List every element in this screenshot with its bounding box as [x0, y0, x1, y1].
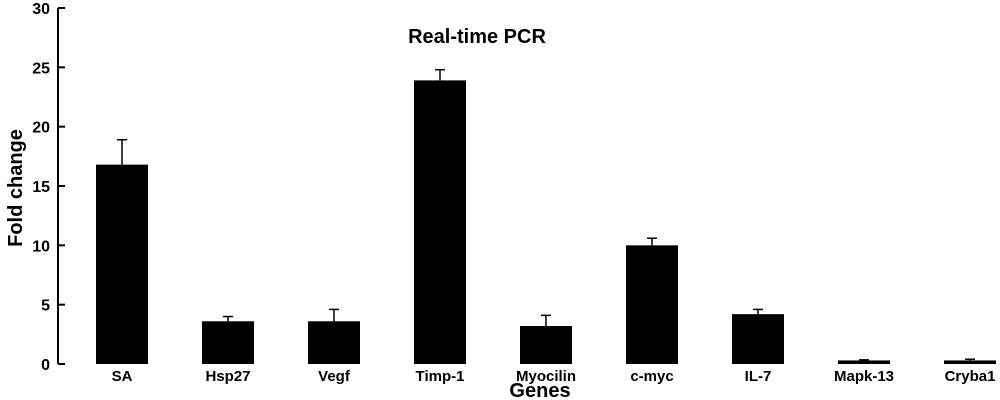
bar-vegf [308, 321, 360, 364]
x-tick-label: Timp-1 [416, 368, 465, 385]
x-tick-label: Mapk-13 [834, 368, 894, 385]
y-tick-label: 20 [32, 120, 50, 137]
error-bars-group [117, 68, 975, 361]
bar-hsp27 [202, 321, 254, 364]
x-tick-label: Cryba1 [945, 368, 996, 385]
y-tick-label: 5 [41, 298, 50, 315]
x-axis-label: Genes [509, 380, 570, 400]
bar-c-myc [626, 245, 678, 364]
bar-il-7 [732, 314, 784, 364]
y-tick-label: 25 [32, 60, 50, 77]
y-axis-label: Fold change [5, 129, 27, 247]
bar-mapk-13 [838, 360, 890, 364]
x-tick-label: Hsp27 [205, 368, 250, 385]
x-tick-label: Myocilin [516, 368, 576, 385]
bar-myocilin [520, 326, 572, 364]
bars-group [96, 80, 996, 365]
x-tick-label: c-myc [630, 368, 673, 385]
y-tick-label: 30 [32, 1, 50, 18]
x-tick-label: IL-7 [745, 368, 772, 385]
bar-sa [96, 164, 148, 364]
y-tick-label: 15 [32, 179, 50, 196]
y-tick-label: 10 [32, 238, 50, 255]
bar-cryba1 [944, 360, 996, 364]
category-labels-group: SA Hsp27 Vegf Timp-1 Myocilin c-myc IL-7 Mapk-1… [112, 368, 996, 385]
bar-timp-1 [414, 80, 466, 365]
x-tick-label: SA [112, 368, 133, 385]
x-tick-label: Vegf [318, 368, 351, 385]
y-tick-label: 0 [41, 357, 50, 374]
y-axis-ticks: 0 5 10 15 20 25 30 [32, 1, 65, 374]
chart-title: Real-time PCR [408, 26, 546, 48]
